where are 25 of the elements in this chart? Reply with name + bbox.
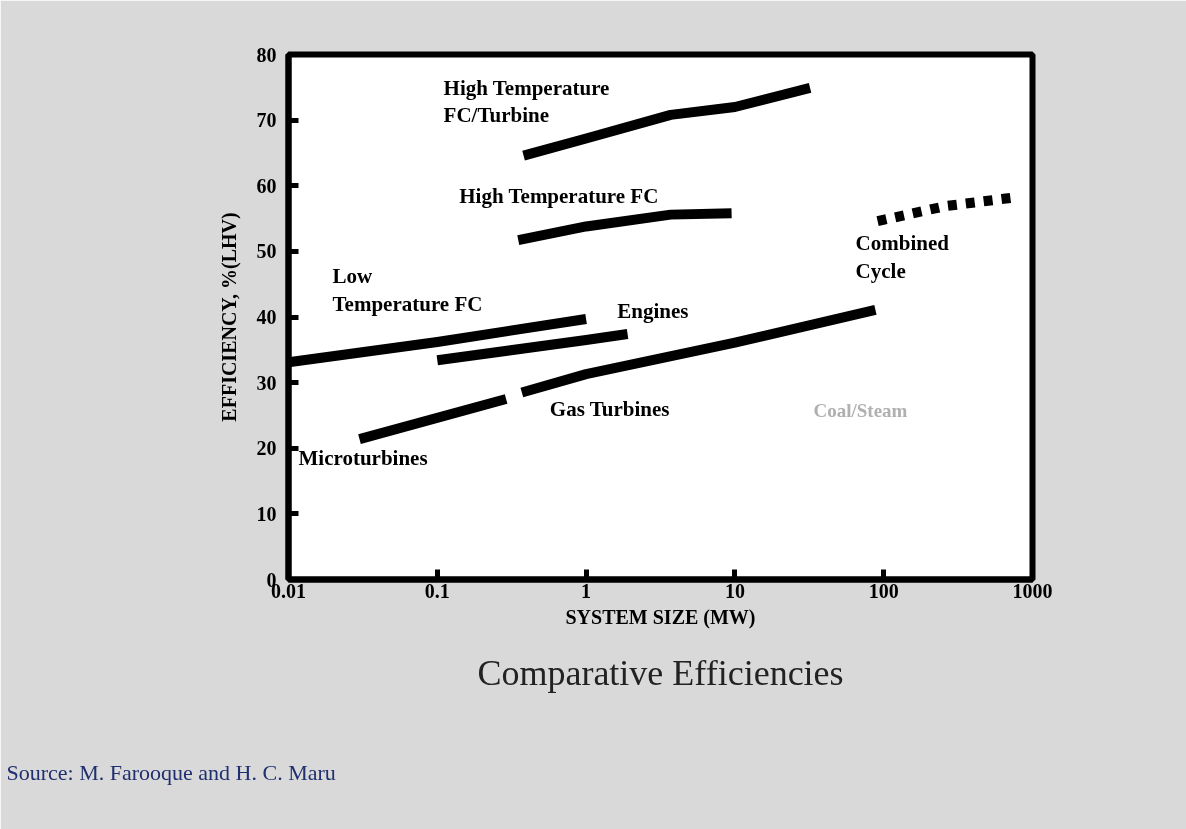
y-tick-label: 70	[256, 109, 277, 132]
y-tick-label: 20	[256, 437, 277, 460]
y-tick-label: 50	[256, 240, 277, 263]
series-label: Low Temperature FC	[332, 264, 483, 316]
y-axis-title: EFFICIENCY, %(LHV)	[217, 212, 241, 422]
y-tick-label: 40	[256, 306, 277, 328]
annotation: Coal/Steam	[813, 399, 908, 421]
y-tick-label: 60	[256, 174, 277, 197]
series-label: High Temperature FC	[459, 184, 659, 209]
series-label: Gas Turbines	[549, 397, 670, 422]
y-tick-label: 10	[256, 502, 277, 525]
y-tick-label: 30	[256, 371, 277, 394]
y-tick-label: 80	[256, 43, 277, 66]
x-tick-label: 10	[724, 579, 745, 602]
source-note: Source: M. Farooque and H. C. Maru	[6, 759, 336, 785]
x-tick-label: 1	[581, 579, 592, 602]
x-tick-label: 100	[868, 579, 899, 602]
series-label: Engines	[617, 299, 689, 324]
text: Comparative Efficiencies	[477, 652, 844, 693]
series-label: High Temperature FC/Turbine	[443, 75, 610, 128]
x-axis-title: SYSTEM SIZE (MW)	[565, 605, 756, 629]
x-tick-label: 1000	[1012, 579, 1053, 602]
series-label: Microturbines	[298, 446, 428, 471]
series-label: Combined Cycle	[855, 231, 950, 283]
x-tick-label: 0.1	[424, 579, 450, 602]
